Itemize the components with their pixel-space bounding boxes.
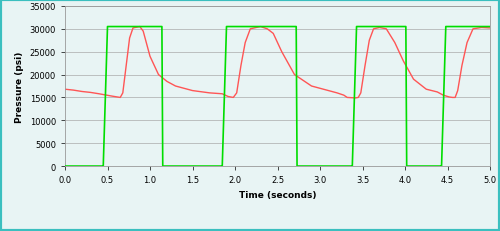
Y-axis label: Pressure (psi): Pressure (psi) <box>15 51 24 122</box>
X-axis label: Time (seconds): Time (seconds) <box>239 190 316 199</box>
